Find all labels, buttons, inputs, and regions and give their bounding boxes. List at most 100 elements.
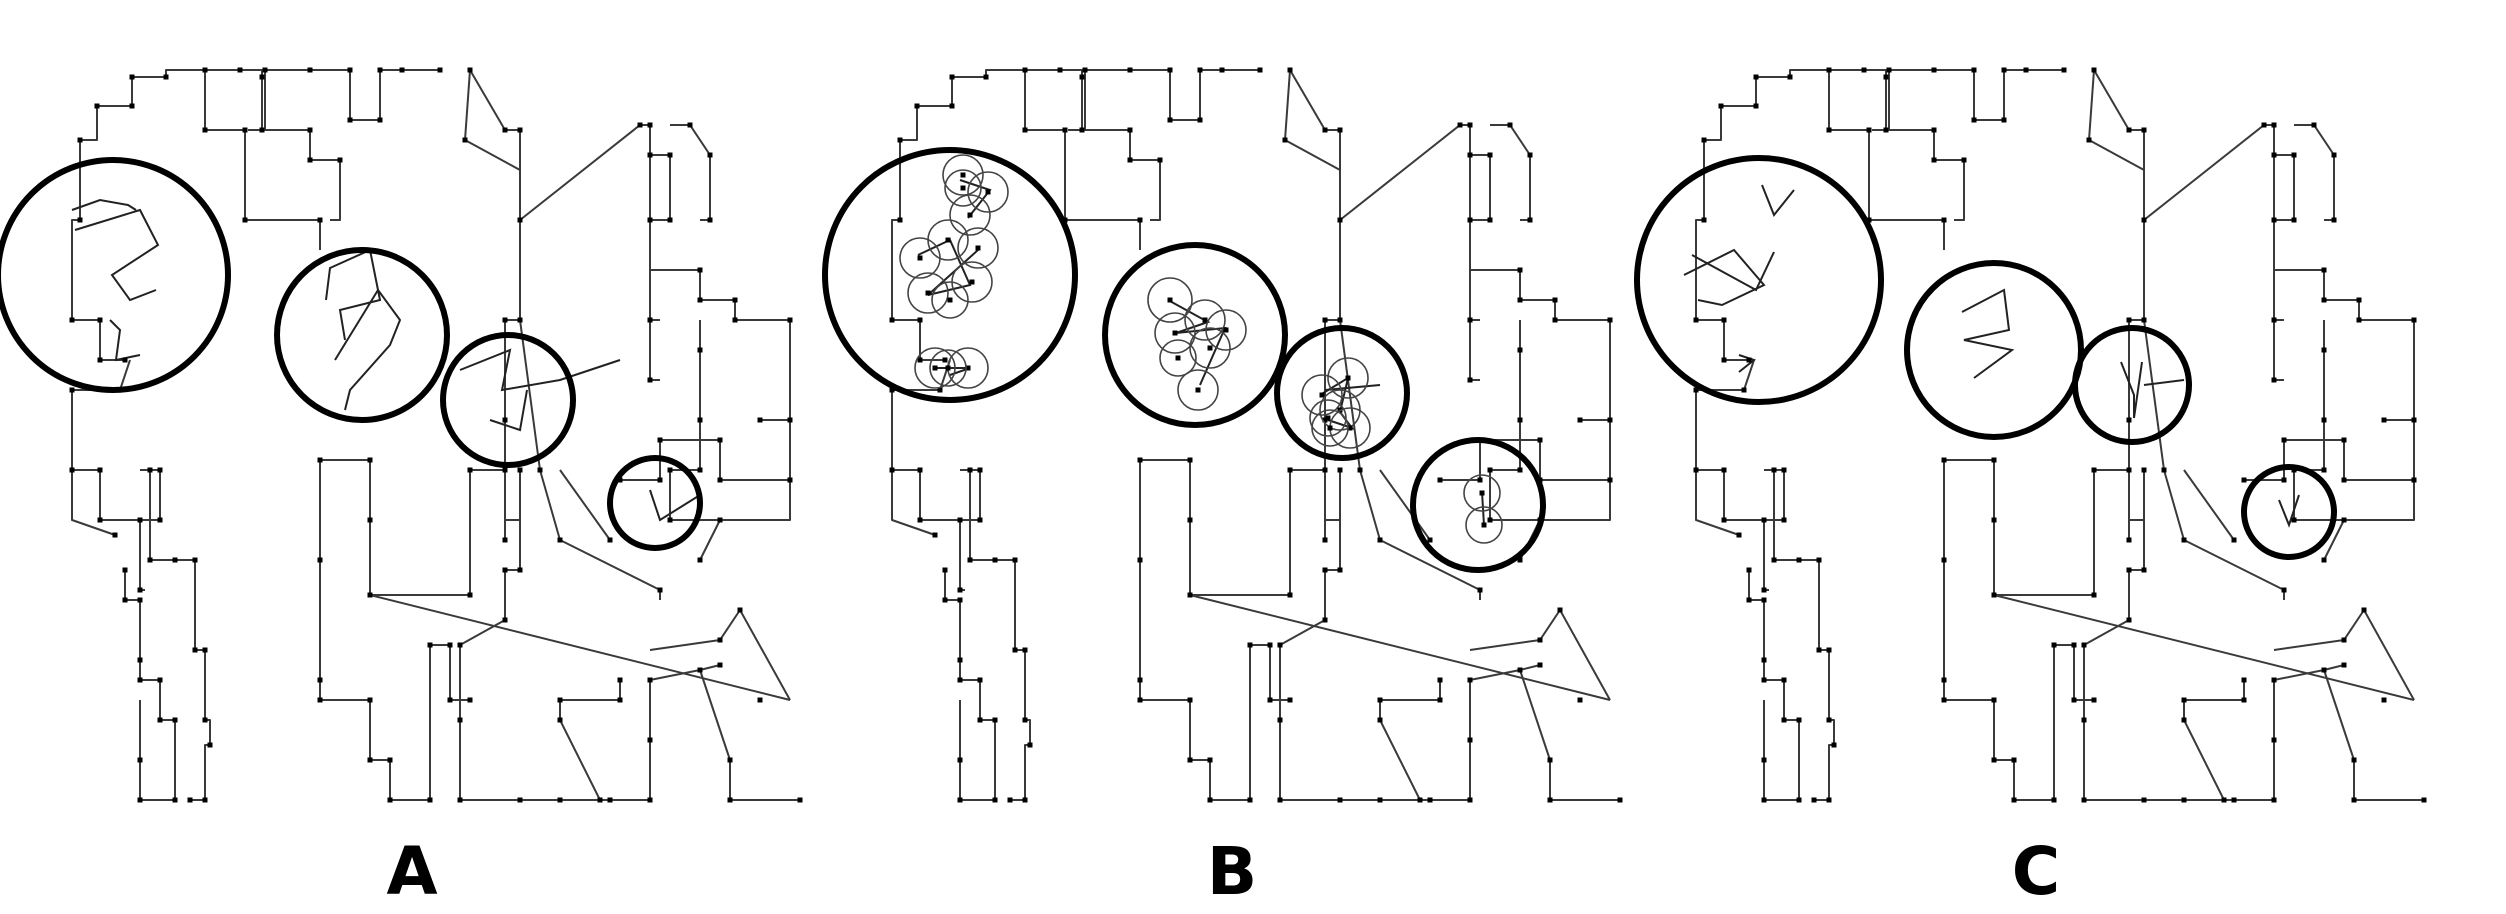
route-node (1746, 567, 1752, 573)
route-node (1796, 797, 1802, 803)
route-node (1337, 217, 1343, 223)
route-node (157, 717, 163, 723)
route-segment (670, 124, 711, 221)
route-node (1991, 757, 1997, 763)
route-segment (1993, 594, 2415, 701)
cluster-node (1345, 375, 1351, 381)
route-node (917, 467, 923, 473)
cluster-circle (907, 272, 949, 314)
route-node (977, 467, 983, 473)
route-node (1057, 67, 1063, 73)
route-segment (1889, 69, 2064, 121)
route-node (1187, 697, 1193, 703)
route-node (1467, 217, 1473, 223)
cluster-circle (1205, 309, 1247, 351)
route-node (737, 607, 743, 613)
route-node (2086, 137, 2092, 143)
cluster-circle (1177, 369, 1219, 411)
panel-a-route-map (0, 67, 803, 803)
route-node (1247, 797, 1253, 803)
route-segment (360, 70, 381, 121)
route-node (1257, 67, 1263, 73)
route-node (2321, 557, 2327, 563)
route-node (1693, 317, 1699, 323)
route-node (697, 347, 703, 353)
route-node (187, 797, 193, 803)
route-segment (2293, 320, 2415, 521)
route-node (2081, 642, 2087, 648)
route-node (707, 152, 713, 158)
route-node (1693, 467, 1699, 473)
cluster-node (1167, 297, 1173, 303)
route-node (502, 567, 508, 573)
route-node (2011, 797, 2017, 803)
cluster-node (1223, 327, 1229, 333)
route-node (1322, 567, 1328, 573)
route-segment (205, 69, 263, 131)
route-node (1457, 122, 1463, 128)
route-node (2341, 477, 2347, 483)
route-node (1467, 737, 1473, 743)
route-node (97, 317, 103, 323)
route-node (2331, 152, 2337, 158)
route-segment (1025, 69, 1083, 131)
crossing-edge (1961, 288, 2015, 379)
route-segment (1829, 69, 1887, 131)
route-node (137, 797, 143, 803)
route-node (1022, 797, 1028, 803)
route-node (202, 797, 208, 803)
route-segment (891, 106, 945, 361)
route-node (317, 677, 323, 683)
route-node (1322, 127, 1328, 133)
route-segment (1140, 459, 1326, 596)
route-node (447, 697, 453, 703)
route-segment (2323, 519, 2345, 561)
route-node (667, 217, 673, 223)
route-segment (1695, 470, 1740, 536)
cluster-node (960, 172, 966, 178)
route-node (1931, 127, 1937, 133)
route-node (457, 717, 463, 723)
route-node (2091, 697, 2097, 703)
route-node (1207, 797, 1213, 803)
route-node (1718, 103, 1724, 109)
cluster-circle (944, 169, 982, 207)
route-node (787, 317, 793, 323)
route-node (1761, 657, 1767, 663)
route-segment (1696, 359, 1755, 391)
cluster-node (1319, 392, 1325, 398)
route-segment (891, 390, 965, 591)
crossing-edge (649, 489, 701, 522)
crossing-edge (74, 208, 160, 302)
route-node (502, 127, 508, 133)
route-node (2321, 467, 2327, 473)
route-node (1781, 717, 1787, 723)
route-node (2341, 662, 2347, 668)
route-node (1287, 67, 1293, 73)
route-node (437, 67, 443, 73)
route-node (1787, 74, 1793, 80)
route-node (1886, 67, 1892, 73)
route-segment (429, 644, 470, 800)
route-node (992, 557, 998, 563)
cluster-node (967, 212, 973, 218)
route-node (1517, 667, 1523, 673)
route-node (2321, 347, 2327, 353)
route-node (1127, 157, 1133, 163)
route-node (657, 477, 663, 483)
cluster-node (1207, 345, 1213, 351)
route-node (2271, 797, 2277, 803)
highlight-circle (274, 247, 450, 423)
route-node (2091, 467, 2097, 473)
route-node (517, 217, 523, 223)
route-segment (969, 470, 995, 561)
route-node (1197, 67, 1203, 73)
highlight-circle (607, 455, 703, 551)
route-segment (699, 669, 800, 801)
cluster-node (975, 245, 981, 251)
route-node (1761, 587, 1767, 593)
route-node (1866, 127, 1872, 133)
route-node (2311, 122, 2317, 128)
route-node (2126, 417, 2132, 423)
route-node (1577, 417, 1583, 423)
